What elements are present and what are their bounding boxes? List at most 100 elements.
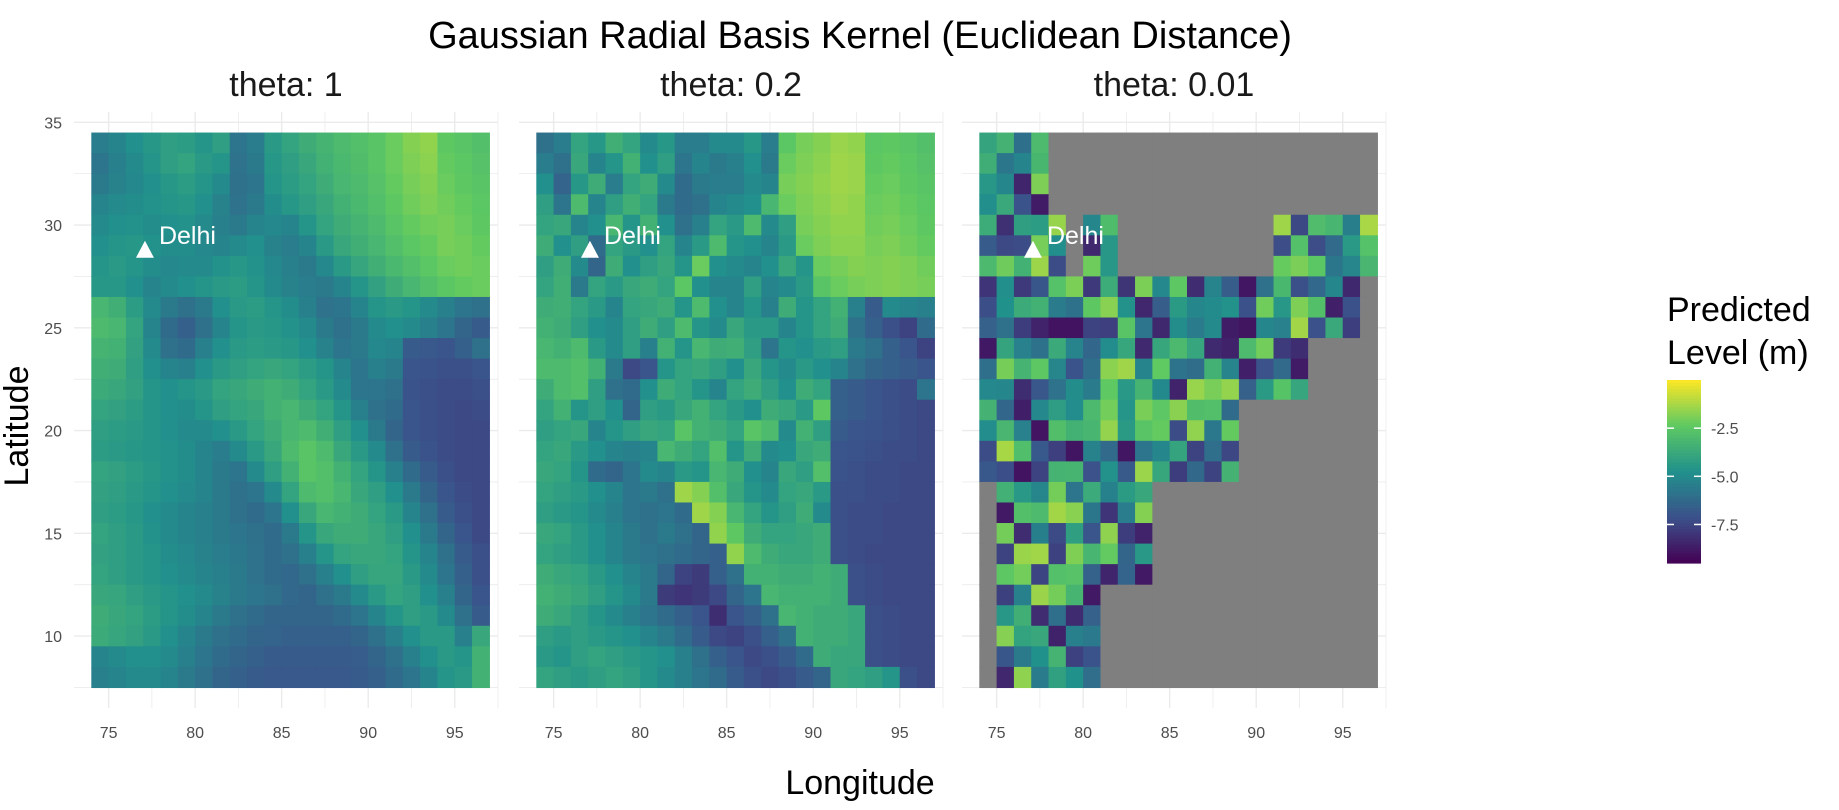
heatmap-cell	[605, 214, 624, 236]
heatmap-cell	[1169, 153, 1188, 175]
heatmap-cell	[692, 625, 710, 647]
heatmap-cell	[420, 564, 439, 586]
legend-color-step	[1667, 535, 1701, 540]
heatmap-cell	[1290, 625, 1309, 647]
heatmap-cell	[333, 276, 352, 298]
heatmap-cell	[1135, 235, 1153, 257]
heatmap-cell	[454, 481, 473, 504]
heatmap-cell	[177, 276, 196, 298]
heatmap-cell	[536, 420, 555, 442]
heatmap-cell	[570, 358, 589, 380]
heatmap-cell	[195, 153, 214, 175]
heatmap-cell	[743, 420, 762, 442]
heatmap-cell	[1048, 646, 1067, 668]
heatmap-cell	[761, 440, 780, 462]
heatmap-cell	[1290, 584, 1309, 606]
heatmap-cell	[570, 523, 589, 545]
heatmap-cell	[160, 523, 179, 545]
heatmap-cell	[726, 194, 745, 216]
heatmap-cell	[605, 399, 624, 421]
heatmap-cell	[1100, 173, 1119, 195]
heatmap-cell	[298, 420, 317, 442]
heatmap-cell	[899, 132, 918, 154]
heatmap-cell	[570, 625, 589, 647]
heatmap-cell	[1204, 564, 1223, 586]
heatmap-cell	[830, 461, 849, 483]
heatmap-cell	[1273, 173, 1292, 195]
heatmap-cell	[795, 153, 814, 175]
heatmap-cell	[1013, 523, 1032, 545]
heatmap-cell	[1273, 666, 1292, 689]
heatmap-cell	[1360, 255, 1378, 278]
heatmap-cell	[1342, 194, 1361, 216]
heatmap-cell	[125, 173, 144, 195]
heatmap-cell	[1273, 358, 1292, 380]
heatmap-cell	[1290, 379, 1309, 401]
heatmap-cell	[830, 605, 849, 627]
heatmap-cell	[795, 646, 814, 668]
heatmap-cell	[979, 461, 998, 483]
heatmap-cell	[368, 235, 387, 257]
heatmap-cell	[350, 379, 369, 401]
heatmap-cell	[1169, 481, 1188, 504]
heatmap-cell	[882, 584, 901, 606]
legend-color-step	[1667, 383, 1701, 387]
heatmap-cell	[385, 666, 404, 689]
heatmap-cell	[1308, 420, 1327, 442]
heatmap-cell	[333, 420, 352, 442]
heatmap-cell	[1100, 543, 1119, 565]
heatmap-cell	[1221, 625, 1240, 647]
heatmap-cell	[761, 358, 780, 380]
heatmap-cell	[899, 461, 918, 483]
heatmap-cell	[1031, 584, 1050, 606]
heatmap-cell	[1083, 543, 1102, 565]
heatmap-cell	[108, 625, 127, 647]
heatmap-cell	[709, 523, 728, 545]
heatmap-cell	[1238, 625, 1257, 647]
heatmap-cells	[536, 132, 935, 689]
heatmap-cell	[847, 481, 866, 504]
heatmap-cell	[622, 153, 641, 175]
heatmap-cell	[865, 317, 884, 339]
heatmap-cell	[1256, 153, 1275, 175]
heatmap-cell	[570, 543, 589, 565]
heatmap-cell	[1186, 564, 1205, 586]
heatmap-cell	[247, 399, 265, 421]
heatmap-cell	[91, 564, 110, 586]
heatmap-cell	[1290, 420, 1309, 442]
legend-color-step	[1667, 410, 1701, 415]
heatmap-cell	[420, 153, 439, 175]
heatmap-cell	[1273, 523, 1292, 545]
heatmap-cell	[979, 194, 998, 216]
heatmap-cell	[264, 194, 283, 216]
heatmap-cell	[847, 461, 866, 483]
heatmap-cell	[281, 235, 300, 257]
heatmap-cell	[247, 153, 265, 175]
heatmap-cell	[1221, 173, 1240, 195]
legend-tick-label: -5.0	[1711, 469, 1739, 486]
heatmap-cell	[350, 358, 369, 380]
legend-color-step	[1667, 502, 1701, 506]
heatmap-cell	[472, 132, 490, 154]
heatmap-cell	[865, 338, 884, 360]
heatmap-cell	[333, 502, 352, 524]
heatmap-cell	[536, 461, 555, 483]
heatmap-cell	[195, 625, 214, 647]
heatmap-cell	[1308, 296, 1327, 319]
heatmap-cell	[91, 317, 110, 339]
heatmap-cell	[177, 646, 196, 668]
heatmap-cell	[212, 255, 231, 278]
heatmap-cell	[605, 564, 624, 586]
heatmap-cell	[1013, 564, 1032, 586]
heatmap-cell	[605, 543, 624, 565]
legend-color-step	[1667, 422, 1701, 427]
heatmap-cell	[125, 296, 144, 319]
heatmap-cell	[212, 666, 231, 689]
heatmap-cell	[778, 379, 797, 401]
heatmap-cell	[979, 564, 998, 586]
heatmap-cell	[622, 461, 641, 483]
heatmap-cell	[1117, 543, 1136, 565]
city-label: Delhi	[604, 222, 661, 250]
heatmap-cell	[1186, 523, 1205, 545]
heatmap-cell	[177, 584, 196, 606]
